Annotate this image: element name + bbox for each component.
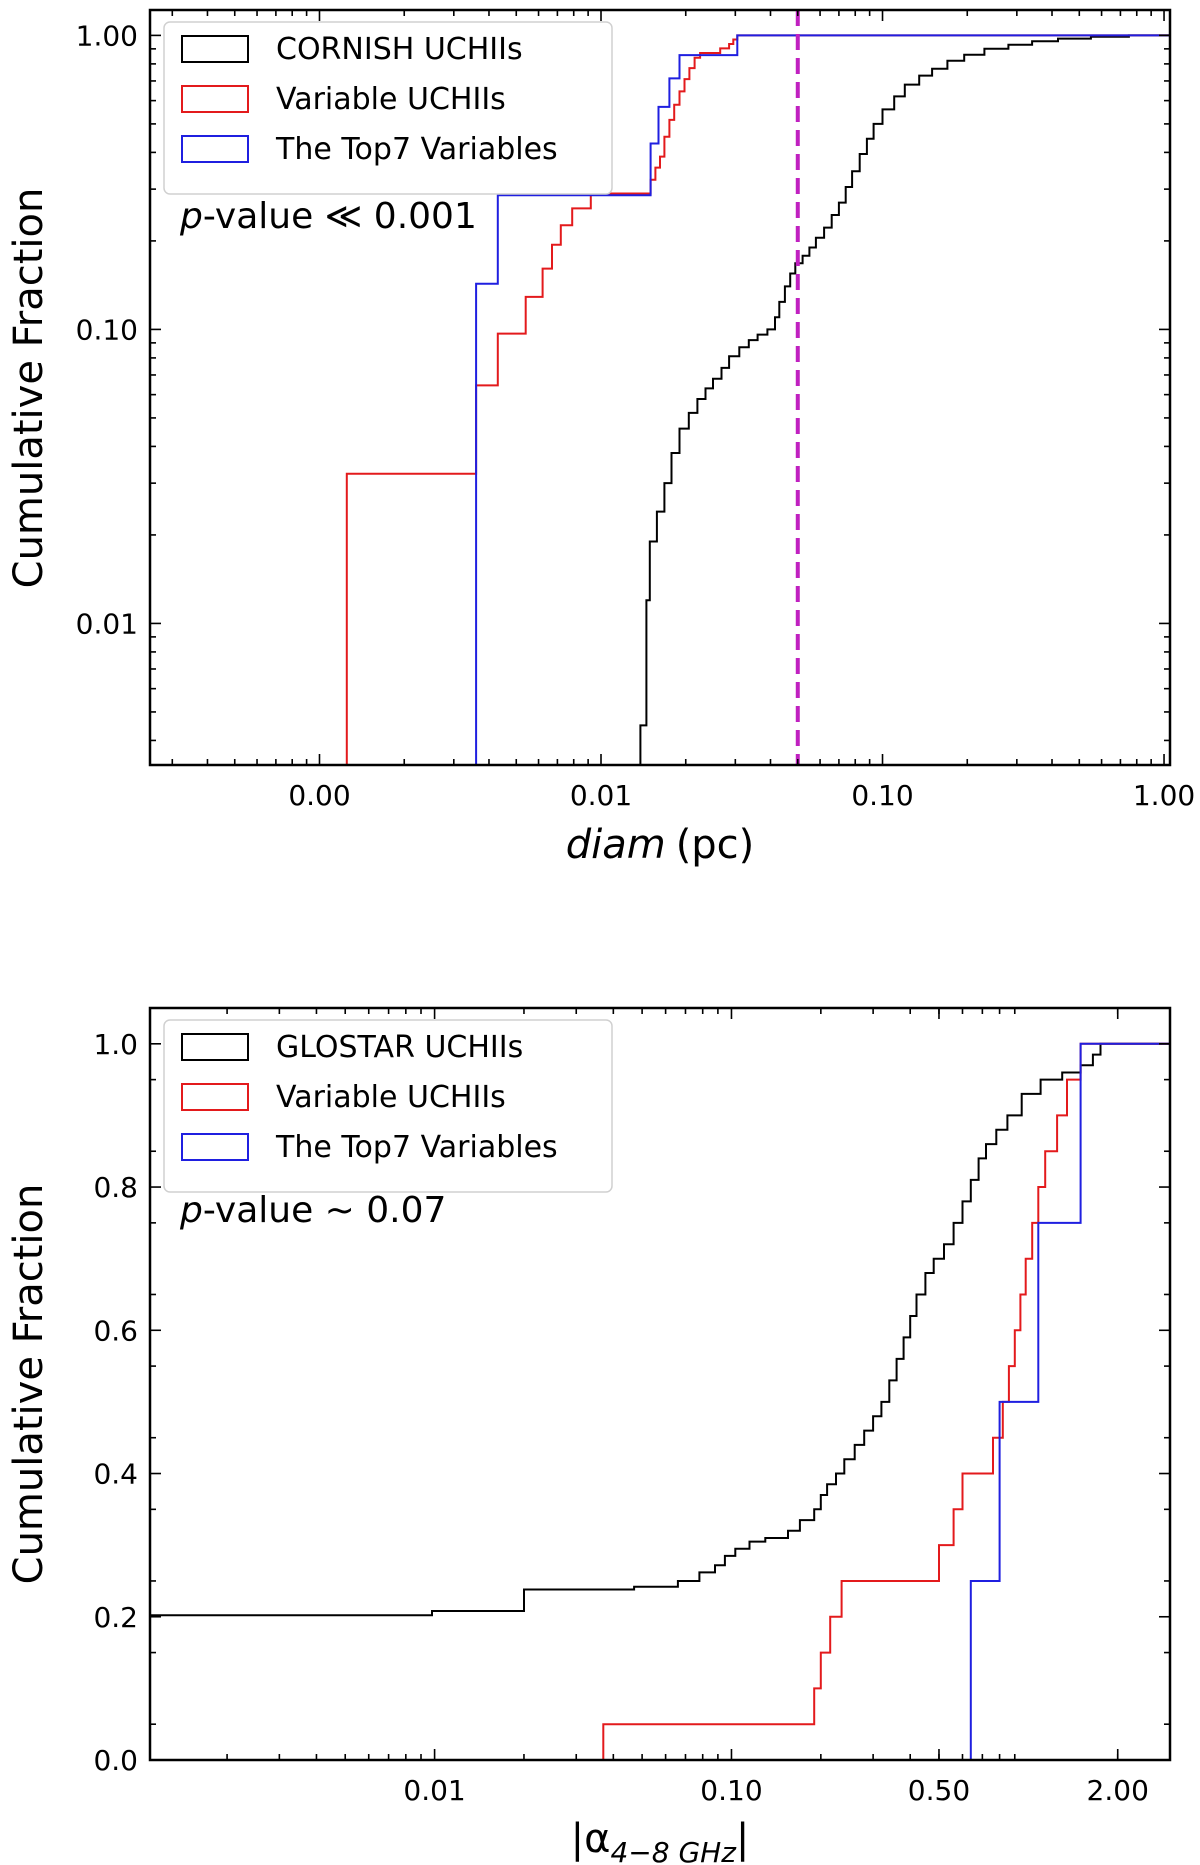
panel-top: 0.00 0.01 0.10 1.00 0.01 0.10 1.00 CORNISH UCH… bbox=[6, 8, 1195, 868]
x-tick-label: 0.01 bbox=[403, 1774, 465, 1807]
annotation-p: p bbox=[179, 196, 203, 237]
series-line-1 bbox=[345, 34, 1170, 765]
panel-top-ticks: 0.00 0.01 0.10 1.00 0.01 0.10 1.00 bbox=[76, 10, 1195, 812]
y-tick-label: 0.6 bbox=[93, 1314, 138, 1347]
panel-top-series bbox=[345, 34, 1170, 765]
legend-box bbox=[163, 1019, 613, 1193]
x-axis-label-sub: 4−8 GHz bbox=[610, 1836, 737, 1865]
axes-frame bbox=[148, 8, 1172, 767]
x-tick-label: 0.00 bbox=[288, 779, 350, 812]
x-axis-label: diam (pc) bbox=[566, 822, 755, 868]
x-axis-label-name: diam bbox=[566, 822, 666, 868]
x-axis-label-open: |α bbox=[571, 1816, 611, 1862]
series-line-2 bbox=[475, 34, 1170, 765]
x-axis-label: |α4−8 GHz| bbox=[571, 1816, 750, 1865]
y-tick-label: 1.0 bbox=[93, 1028, 138, 1061]
legend-box bbox=[163, 21, 613, 195]
annotation-p: p bbox=[179, 1190, 203, 1231]
y-tick-label: 0.8 bbox=[93, 1171, 138, 1204]
y-tick-label: 0.4 bbox=[93, 1458, 138, 1491]
x-axis-label-close: | bbox=[736, 1816, 749, 1862]
x-axis-label-unit: (pc) bbox=[676, 822, 755, 868]
legend-label: GLOSTAR UCHIIs bbox=[276, 1030, 523, 1065]
legend-swatch bbox=[181, 1133, 249, 1161]
annotation-text: -value ≪ 0.001 bbox=[203, 196, 477, 237]
x-tick-label: 0.10 bbox=[851, 779, 913, 812]
legend-entries: GLOSTAR UCHIIs Variable UCHIIs The Top7 Va… bbox=[181, 1030, 558, 1165]
x-tick-label: 0.01 bbox=[570, 779, 632, 812]
annotation-text: -value ~ 0.07 bbox=[203, 1190, 447, 1231]
legend-swatch bbox=[181, 85, 249, 113]
y-tick-label: 0.2 bbox=[93, 1601, 138, 1634]
legend-swatch bbox=[181, 1083, 249, 1111]
legend-label: Variable UCHIIs bbox=[276, 1080, 506, 1115]
legend-label: The Top7 Variables bbox=[275, 1130, 558, 1165]
panel-bottom-series bbox=[150, 1042, 1170, 1760]
legend-swatch bbox=[181, 35, 249, 63]
legend-entries: CORNISH UCHIIs Variable UCHIIs The Top7 Va… bbox=[181, 32, 558, 167]
legend-label: Variable UCHIIs bbox=[276, 82, 506, 117]
y-tick-label: 0.01 bbox=[76, 607, 138, 640]
legend-swatch bbox=[181, 135, 249, 163]
series-line-0 bbox=[639, 34, 1170, 765]
legend-label: The Top7 Variables bbox=[275, 132, 558, 167]
y-tick-label: 0.0 bbox=[93, 1744, 138, 1777]
x-tick-label: 0.50 bbox=[908, 1774, 970, 1807]
panel-bottom: 0.01 0.10 0.50 2.00 0.0 0.2 0.4 0.6 0.8 1.0 GLOST… bbox=[6, 1006, 1172, 1865]
series-line-2 bbox=[969, 1042, 1170, 1760]
legend-swatch bbox=[181, 1033, 249, 1061]
y-axis-label: Cumulative Fraction bbox=[6, 1184, 52, 1585]
axes-frame bbox=[148, 1006, 1172, 1762]
series-line-0 bbox=[150, 1042, 1170, 1617]
legend: GLOSTAR UCHIIs Variable UCHIIs The Top7 Va… bbox=[163, 1019, 613, 1193]
annotation-pvalue: p-value ~ 0.07 bbox=[179, 1190, 446, 1231]
x-tick-label: 1.00 bbox=[1133, 779, 1195, 812]
panel-bottom-ticks: 0.01 0.10 0.50 2.00 0.0 0.2 0.4 0.6 0.8 1.0 bbox=[93, 1007, 1170, 1807]
y-tick-label: 1.00 bbox=[76, 19, 138, 52]
annotation-pvalue: p-value ≪ 0.001 bbox=[179, 196, 477, 237]
legend-label: CORNISH UCHIIs bbox=[276, 32, 523, 67]
y-tick-label: 0.10 bbox=[76, 313, 138, 346]
x-tick-label: 2.00 bbox=[1087, 1774, 1149, 1807]
x-tick-label: 0.10 bbox=[700, 1774, 762, 1807]
legend: CORNISH UCHIIs Variable UCHIIs The Top7 Va… bbox=[163, 21, 613, 195]
y-axis-label: Cumulative Fraction bbox=[6, 188, 52, 589]
